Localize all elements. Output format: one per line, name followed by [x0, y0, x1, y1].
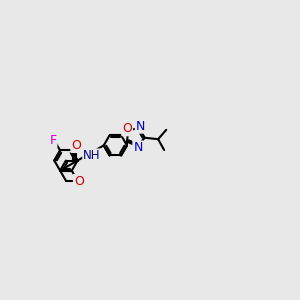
Text: F: F — [49, 134, 56, 147]
Text: O: O — [122, 122, 132, 135]
Text: N: N — [133, 141, 143, 154]
Text: N: N — [136, 120, 145, 133]
Text: O: O — [74, 175, 84, 188]
Text: NH: NH — [83, 149, 101, 162]
Text: O: O — [71, 139, 81, 152]
